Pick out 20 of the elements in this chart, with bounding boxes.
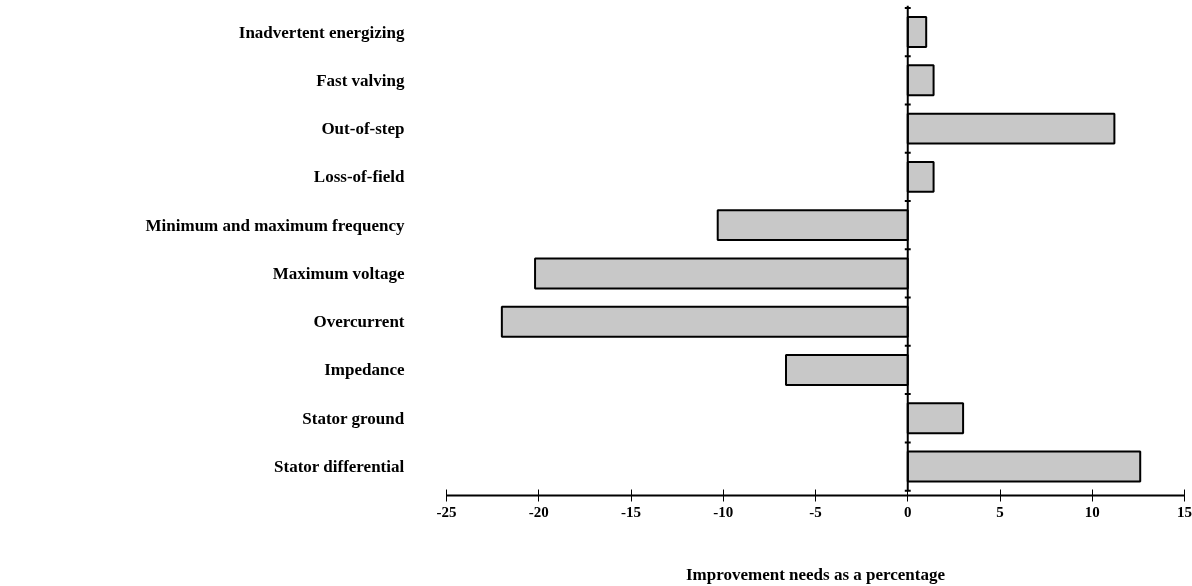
x-tick-label: -15: [621, 503, 641, 520]
y-tick-label: Stator differential: [274, 457, 405, 477]
y-tick-label: Maximum voltage: [272, 263, 405, 283]
y-tick-label: Out-of-step: [321, 119, 405, 139]
x-tick-label: 15: [1177, 503, 1192, 520]
y-tick-label: Minimum and maximum frequency: [145, 215, 405, 235]
y-tick-label: Impedance: [324, 360, 405, 380]
x-tick-label: -20: [528, 503, 549, 520]
x-tick-label: 10: [1084, 503, 1100, 520]
x-axis-title: Improvement needs as a percentage: [685, 564, 946, 584]
x-tick-label: 0: [904, 503, 912, 520]
y-tick-label: Fast valving: [316, 70, 405, 90]
x-tick-label: -10: [713, 503, 734, 520]
x-tick-label: 5: [996, 503, 1004, 520]
x-tick-label: -5: [809, 503, 822, 520]
y-tick-label: Inadvertent energizing: [238, 22, 405, 42]
y-tick-label: Loss-of-field: [313, 167, 406, 187]
y-tick-label: Stator ground: [302, 408, 405, 428]
x-tick-label: -25: [436, 503, 457, 520]
y-tick-label: Overcurrent: [313, 312, 405, 332]
